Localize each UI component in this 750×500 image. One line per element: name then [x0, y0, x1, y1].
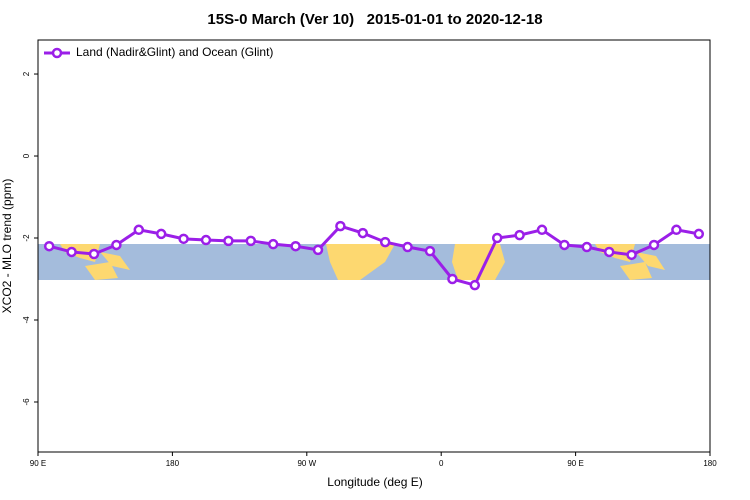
- x-tick-label: 90 W: [297, 459, 316, 468]
- data-point: [693, 228, 705, 240]
- data-point: [133, 224, 145, 236]
- land-shape: [326, 244, 395, 280]
- data-point: [536, 224, 548, 236]
- data-point: [626, 249, 637, 261]
- data-point: [559, 239, 570, 251]
- data-point: [66, 246, 77, 258]
- chart-title: 15S-0 March (Ver 10) 2015-01-01 to 2020-…: [207, 11, 542, 28]
- legend-marker: [51, 47, 63, 59]
- y-tick-label: 0: [22, 153, 31, 158]
- data-point: [402, 241, 413, 253]
- x-tick-label: 90 E: [30, 459, 46, 468]
- data-point: [648, 239, 660, 251]
- y-tick-label: -2: [22, 234, 31, 242]
- y-tick-label: 2: [22, 71, 31, 76]
- data-point: [290, 240, 301, 252]
- x-axis-label: Longitude (deg E): [327, 475, 422, 489]
- data-point: [155, 228, 167, 240]
- data-point: [491, 232, 503, 244]
- x-tick-label: 0: [439, 459, 444, 468]
- data-point: [335, 220, 346, 232]
- plot-frame: [37, 39, 711, 453]
- land-shape: [452, 244, 505, 280]
- data-point: [111, 239, 122, 251]
- data-point: [603, 246, 615, 258]
- data-point: [178, 233, 189, 245]
- data-point: [223, 235, 234, 247]
- data-point: [312, 244, 324, 256]
- data-point: [424, 245, 436, 257]
- data-point: [379, 236, 391, 248]
- legend-label: Land (Nadir&Glint) and Ocean (Glint): [76, 45, 273, 59]
- x-tick-label: 90 E: [567, 459, 583, 468]
- data-point: [447, 273, 458, 285]
- x-tick-label: 180: [166, 459, 180, 468]
- data-point: [245, 235, 257, 247]
- data-point: [469, 279, 481, 291]
- data-point: [581, 241, 593, 253]
- data-point: [671, 224, 682, 236]
- y-tick-label: -6: [22, 398, 31, 406]
- data-point: [267, 238, 279, 250]
- data-point: [357, 227, 369, 239]
- data-point: [88, 248, 100, 260]
- data-point: [514, 229, 525, 241]
- y-tick-label: -4: [22, 316, 31, 324]
- data-point: [43, 240, 55, 252]
- x-tick-label: 180: [703, 459, 717, 468]
- y-axis-label: XCO2 - MLO trend (ppm): [0, 179, 14, 314]
- data-point: [200, 234, 212, 246]
